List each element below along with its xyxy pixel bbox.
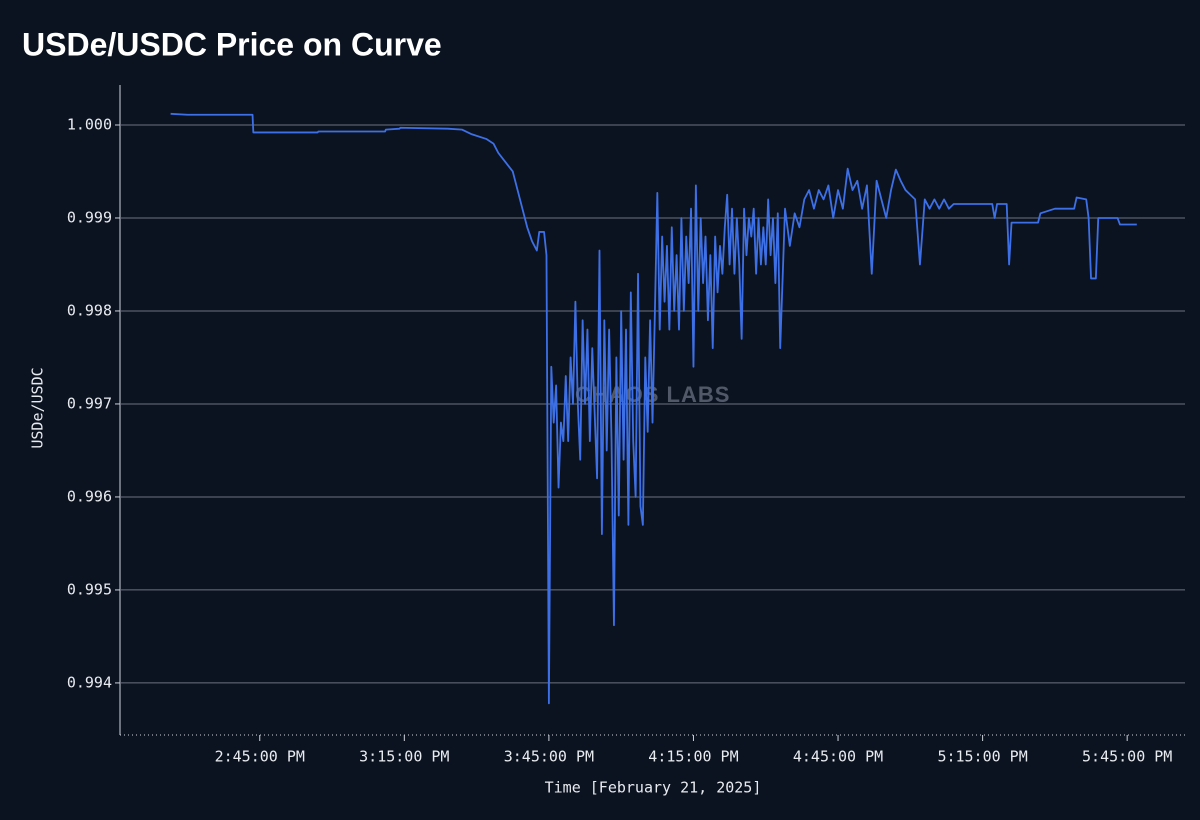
y-tick-label: 0.997 [67, 394, 112, 412]
y-tick-label: 0.998 [67, 301, 112, 319]
x-tick-label: 5:45:00 PM [1082, 748, 1172, 766]
y-tick-label: 0.999 [67, 208, 112, 226]
y-tick-label: 0.995 [67, 580, 112, 598]
x-tick-label: 5:15:00 PM [937, 748, 1027, 766]
price-line [170, 112, 1137, 705]
y-tick-label: 0.994 [67, 673, 112, 691]
x-axis-label: Time [February 21, 2025] [545, 779, 762, 797]
chart-title: USDe/USDC Price on Curve [22, 26, 442, 62]
y-tick-label: 0.996 [67, 487, 112, 505]
x-tick-label: 4:15:00 PM [648, 748, 738, 766]
y-tick-label: 1.000 [67, 115, 112, 133]
x-tick-label: 2:45:00 PM [215, 748, 305, 766]
y-axis-label: USDe/USDC [29, 367, 47, 448]
x-tick-label: 4:45:00 PM [793, 748, 883, 766]
x-tick-label: 3:45:00 PM [504, 748, 594, 766]
x-tick-label: 3:15:00 PM [359, 748, 449, 766]
